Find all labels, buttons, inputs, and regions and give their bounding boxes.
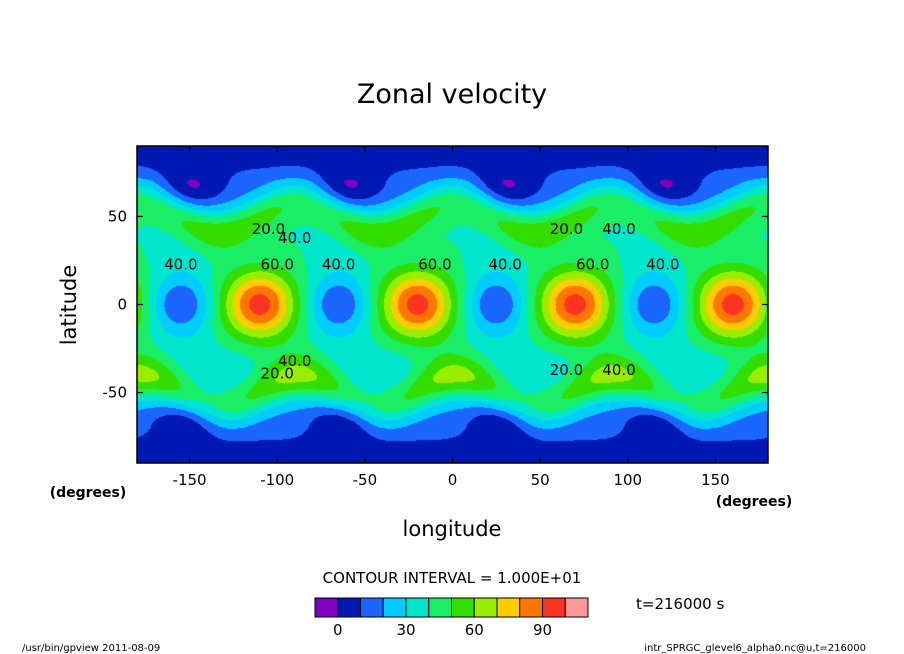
colorbar-swatch [314,597,339,618]
contour-interval-text: CONTOUR INTERVAL = 1.000E+01 [323,569,582,587]
time-stamp-text: t=216000 s [636,595,724,613]
colorbar-swatch [564,597,589,618]
colorbar-tick-label: 90 [533,621,552,639]
chart-title: Zonal velocity [357,79,547,110]
velocity-heatmap [137,146,768,463]
contour-label: 20.0 [252,220,285,238]
contour-label: 60.0 [576,255,609,273]
contour-label: 60.0 [418,255,451,273]
colorbar-tick-label: 60 [465,621,484,639]
y-axis: 50 0 -50 [103,207,768,402]
x-tick-label: -150 [173,471,207,489]
contour-labels: 20.040.040.0 60.0 40.0 60.0 40.0 60.0 40.020.0… [164,220,679,382]
contour-label: 40.0 [164,255,197,273]
colorbar-swatch [542,597,566,618]
contour-label: 20.0 [550,361,583,379]
colorbar-swatch [405,597,430,618]
contour-label: 40.0 [646,255,679,273]
colorbar-swatch [451,597,475,618]
contour-label: 40.0 [602,361,635,379]
contour-label: 40.0 [278,229,311,247]
footer-left-text: /usr/bin/gpview 2011-08-09 [22,643,160,654]
colorbar-swatch [473,597,498,618]
x-tick-label: 0 [448,471,458,489]
contour-label: 20.0 [550,220,583,238]
x-axis-unit: (degrees) [716,494,793,510]
colorbar-swatch [496,597,521,618]
x-tick-label: -50 [353,471,378,489]
x-axis-label: longitude [403,517,502,541]
x-tick-label: 150 [701,471,730,489]
contour-label: 60.0 [261,255,294,273]
x-tick-label: -100 [260,471,294,489]
x-tick-label: 50 [531,471,550,489]
plot-area: 20.040.040.0 60.0 40.0 60.0 40.0 60.0 40.020.0… [136,145,769,464]
y-tick-label: 0 [117,296,127,314]
colorbar-swatch [360,597,384,618]
contour-label: 40.0 [322,255,355,273]
y-tick-label: 50 [108,207,127,225]
y-axis-label: latitude [57,265,81,346]
colorbar-swatch [337,597,361,618]
contour-label: 40.0 [488,255,521,273]
colorbar-tick-label: 0 [333,621,343,639]
colorbar-swatch [519,597,543,618]
colorbar-swatch [428,597,452,618]
y-tick-label: -50 [103,384,128,402]
colorbar-tick-label: 30 [396,621,415,639]
x-tick-label: 100 [613,471,642,489]
y-axis-unit: (degrees) [50,485,127,501]
colorbar-swatch [382,597,407,618]
contour-label: 40.0 [602,220,635,238]
x-axis: -150 -100 -50 0 50 100 150 [173,146,730,489]
contour-label: 20.0 [261,364,294,382]
colorbar: 0 30 60 90 [314,597,589,639]
footer-right-text: intr_SPRGC_glevel6_alpha0.nc@u,t=216000 [644,643,866,654]
contour-label: 40.0 [278,352,311,370]
